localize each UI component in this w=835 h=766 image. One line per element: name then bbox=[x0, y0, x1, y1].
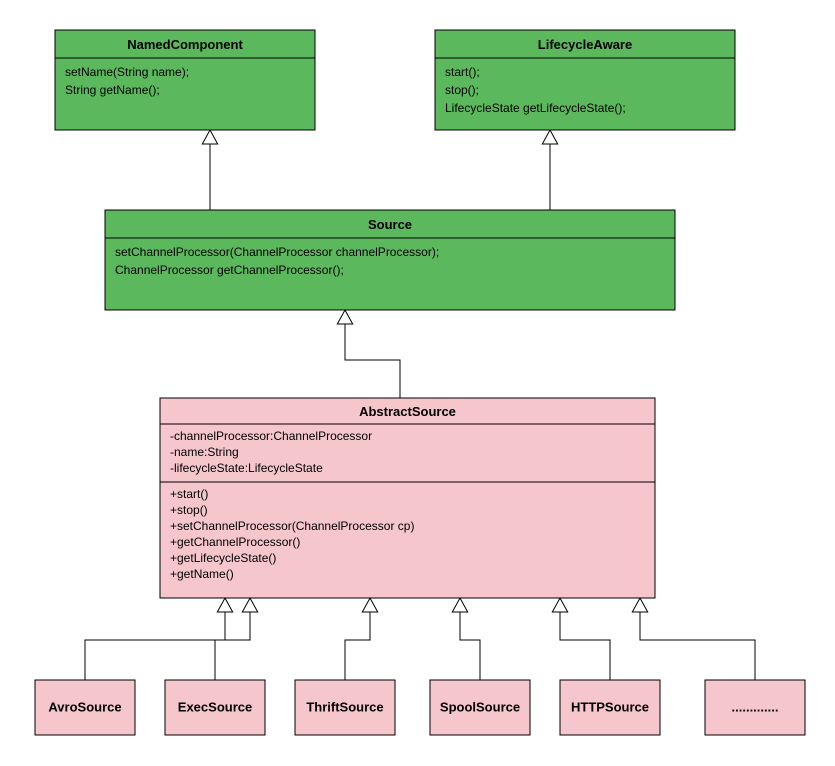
arrowhead-abstractSource-source bbox=[337, 310, 352, 324]
class-title-spoolSource: SpoolSource bbox=[440, 700, 520, 715]
arrowhead-thriftSource-abstractSource bbox=[362, 598, 377, 612]
uml-diagram: NamedComponent setName(String name); Stri… bbox=[0, 0, 835, 766]
class-moreSource: ............. bbox=[705, 680, 805, 735]
arrowhead-avroSource-abstractSource bbox=[217, 598, 232, 612]
class-member-source-0: setChannelProcessor(ChannelProcessor cha… bbox=[115, 245, 439, 259]
class-title-source: Source bbox=[368, 217, 412, 232]
edge-avroSource-abstractSource bbox=[85, 598, 225, 680]
class-spoolSource: SpoolSource bbox=[430, 680, 530, 735]
class-method-abstractSource-1: +stop() bbox=[170, 503, 208, 517]
arrowhead-spoolSource-abstractSource bbox=[452, 598, 467, 612]
nodes-layer: NamedComponent setName(String name); Stri… bbox=[35, 30, 805, 735]
arrowhead-source-lifecycleAware bbox=[542, 130, 557, 144]
class-title-execSource: ExecSource bbox=[178, 700, 252, 715]
class-title-lifecycleAware: LifecycleAware bbox=[538, 37, 632, 52]
class-source: Source setChannelProcessor(ChannelProcess… bbox=[105, 210, 675, 310]
arrowhead-execSource-abstractSource bbox=[242, 598, 257, 612]
class-lifecycleAware: LifecycleAware start(); stop(); LifecycleSt… bbox=[435, 30, 735, 130]
arrowhead-httpSource-abstractSource bbox=[552, 598, 567, 612]
class-title-moreSource: ............. bbox=[732, 700, 779, 715]
class-member-lifecycleAware-0: start(); bbox=[445, 65, 480, 79]
class-httpSource: HTTPSource bbox=[560, 680, 660, 735]
edge-httpSource-abstractSource bbox=[560, 598, 610, 680]
class-member-namedComponent-1: String getName(); bbox=[65, 83, 160, 97]
class-member-source-1: ChannelProcessor getChannelProcessor(); bbox=[115, 263, 344, 277]
class-attr-abstractSource-2: -lifecycleState:LifecycleState bbox=[170, 461, 323, 475]
class-thriftSource: ThriftSource bbox=[295, 680, 395, 735]
edge-moreSource-abstractSource bbox=[640, 598, 755, 680]
class-title-thriftSource: ThriftSource bbox=[306, 700, 383, 715]
class-method-abstractSource-3: +getChannelProcessor() bbox=[170, 535, 300, 549]
class-attr-abstractSource-1: -name:String bbox=[170, 445, 239, 459]
class-execSource: ExecSource bbox=[165, 680, 265, 735]
class-avroSource: AvroSource bbox=[35, 680, 135, 735]
class-member-namedComponent-0: setName(String name); bbox=[65, 65, 189, 79]
class-method-abstractSource-2: +setChannelProcessor(ChannelProcessor cp… bbox=[170, 519, 414, 533]
class-title-avroSource: AvroSource bbox=[48, 700, 121, 715]
class-title-httpSource: HTTPSource bbox=[571, 700, 649, 715]
class-method-abstractSource-0: +start() bbox=[170, 487, 208, 501]
class-member-lifecycleAware-1: stop(); bbox=[445, 83, 479, 97]
edge-abstractSource-source bbox=[345, 310, 400, 398]
class-attr-abstractSource-0: -channelProcessor:ChannelProcessor bbox=[170, 429, 372, 443]
class-method-abstractSource-5: +getName() bbox=[170, 567, 234, 581]
class-title-abstractSource: AbstractSource bbox=[359, 404, 456, 419]
class-member-lifecycleAware-2: LifecycleState getLifecycleState(); bbox=[445, 101, 626, 115]
arrowhead-moreSource-abstractSource bbox=[632, 598, 647, 612]
class-namedComponent: NamedComponent setName(String name); Stri… bbox=[55, 30, 315, 130]
arrowhead-source-namedComponent bbox=[202, 130, 217, 144]
class-abstractSource: AbstractSource -channelProcessor:ChannelP… bbox=[160, 398, 655, 598]
class-title-namedComponent: NamedComponent bbox=[127, 37, 243, 52]
class-method-abstractSource-4: +getLifecycleState() bbox=[170, 551, 276, 565]
